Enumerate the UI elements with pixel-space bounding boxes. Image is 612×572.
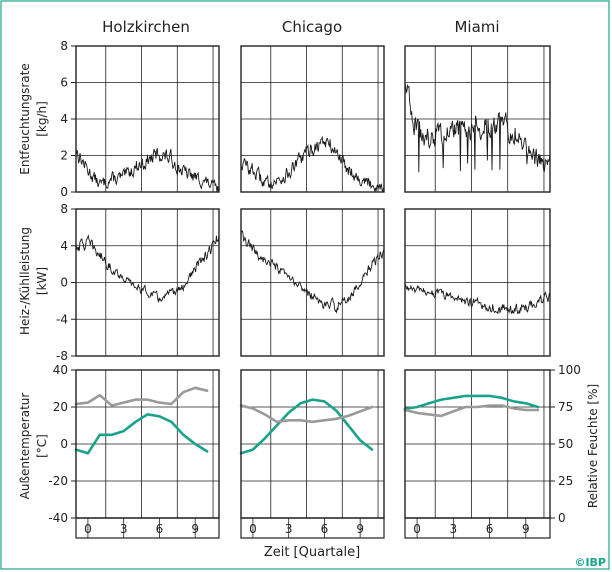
series-line — [240, 135, 385, 193]
column-title-holzkirchen: Holzkirchen — [102, 18, 190, 36]
x-tick-label: 6 — [156, 522, 164, 536]
series-line — [75, 234, 220, 304]
y2-tick-label: 0 — [558, 511, 566, 525]
ylabel-temperature-line1: Außentemperatur — [18, 393, 32, 500]
y-tick-label: 2 — [60, 149, 68, 163]
panel-frame — [75, 45, 220, 193]
y-tick-label: 0 — [60, 185, 68, 199]
temperature-series-line — [403, 394, 540, 411]
y-tick-label: 6 — [60, 76, 68, 90]
panel-0-2 — [404, 45, 551, 193]
ylabel-dehumidification-line1: Entfeuchtungsrate — [18, 63, 32, 174]
column-title-chicago: Chicago — [282, 18, 342, 36]
ylabel-heating-cooling-line2: [kW] — [35, 267, 49, 295]
x-tick-label: 3 — [285, 522, 293, 536]
panel-frame — [404, 208, 551, 357]
humidity-series-line — [74, 386, 209, 407]
panel-frame — [75, 369, 220, 519]
x-tick-label: 9 — [191, 522, 199, 536]
x-tick-label: 3 — [450, 522, 458, 536]
y-tick-label: -4 — [56, 312, 68, 326]
credit-label: ©IBP — [574, 556, 606, 569]
humidity-series-line — [403, 404, 540, 418]
y-tick-label: 0 — [60, 276, 68, 290]
y-tick-label: -8 — [56, 349, 68, 363]
temperature-series-line — [74, 413, 209, 455]
ylabel-heating-cooling-line1: Heiz-/Kühlleistung — [18, 227, 32, 335]
y-tick-label: 8 — [60, 39, 68, 53]
series-line — [404, 83, 551, 173]
y-tick-label: 8 — [60, 202, 68, 216]
y-tick-label: 40 — [53, 363, 68, 377]
panel-0-0: 0 2 4 6 8 — [60, 39, 220, 199]
y2-tick-label: 100 — [558, 363, 581, 377]
x-tick-label: 0 — [84, 522, 92, 536]
y2-tick-label: 50 — [558, 437, 573, 451]
panel-0-1 — [240, 45, 385, 193]
panel-2-2: 0 25 50 75 100 0 3 6 9 — [403, 363, 581, 539]
humidity-series-line — [239, 404, 374, 424]
series-line — [75, 148, 220, 192]
y2label-humidity: Relative Feuchte [%] — [586, 384, 600, 508]
panel-1-1 — [240, 208, 385, 357]
series-line — [404, 284, 551, 315]
y-tick-label: -20 — [48, 474, 68, 488]
y-tick-label: -40 — [48, 511, 68, 525]
y2-tick-label: 75 — [558, 400, 573, 414]
y-tick-label: 0 — [60, 437, 68, 451]
panel-1-0: -8 -4 0 4 8 — [56, 202, 220, 363]
y-tick-label: 4 — [60, 112, 68, 126]
panel-frame — [75, 208, 220, 357]
ylabel-temperature-line2: [°C] — [35, 434, 49, 458]
y-tick-label: 20 — [53, 400, 68, 414]
column-title-miami: Miami — [454, 18, 499, 36]
panel-frame — [404, 45, 551, 193]
ylabel-dehumidification-line2: [kg/h] — [35, 101, 49, 137]
panel-frame — [404, 369, 551, 519]
y2-tick-label: 25 — [558, 474, 573, 488]
x-tick-label: 3 — [120, 522, 128, 536]
x-tick-label: 9 — [522, 522, 530, 536]
y-tick-label: 4 — [60, 239, 68, 253]
x-tick-label: 6 — [486, 522, 494, 536]
temperature-series-line — [239, 398, 374, 455]
panel-2-0: -40 -20 0 20 40 0 3 6 9 — [48, 363, 220, 539]
x-axis-label: Zeit [Quartale] — [264, 545, 360, 560]
series-line — [240, 230, 385, 314]
panel-frame — [240, 208, 385, 357]
x-tick-label: 0 — [413, 522, 421, 536]
panel-frame — [240, 369, 385, 519]
panel-1-2 — [404, 208, 551, 357]
panel-2-1: 0 3 6 9 — [239, 369, 385, 539]
x-tick-label: 6 — [321, 522, 329, 536]
x-tick-label: 0 — [249, 522, 257, 536]
panel-frame — [240, 45, 385, 193]
x-tick-label: 9 — [356, 522, 364, 536]
